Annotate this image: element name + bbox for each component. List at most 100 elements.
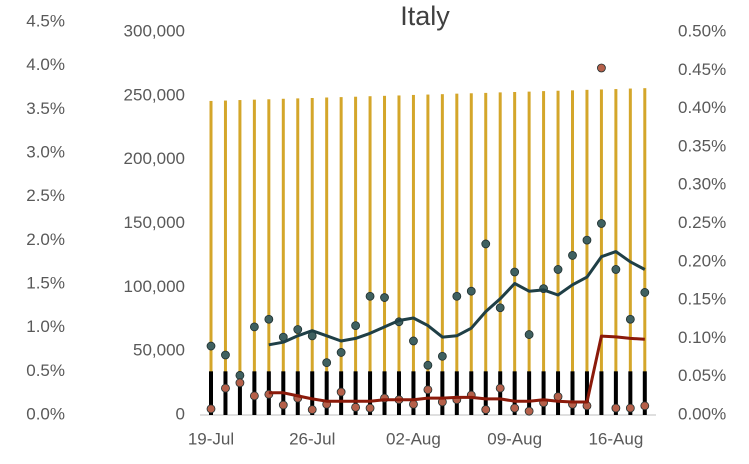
bar: [527, 91, 531, 415]
bar: [512, 371, 517, 415]
dot: [264, 314, 274, 324]
bar: [396, 371, 401, 415]
bar: [295, 371, 300, 415]
line: [268, 250, 646, 347]
y2-tick-label: 0.45%: [678, 60, 726, 79]
y3-tick-label: 2.0%: [26, 230, 65, 249]
y2-tick-label: 0.00%: [678, 404, 726, 423]
y3-tick-label: 3.0%: [26, 142, 65, 161]
dot: [307, 405, 317, 415]
dot: [640, 401, 650, 411]
bar: [643, 88, 647, 415]
x-tick-label: 09-Aug: [487, 429, 542, 448]
bar: [411, 371, 416, 415]
dot: [625, 314, 635, 324]
bar: [368, 371, 373, 415]
dot: [481, 239, 491, 249]
dot: [582, 235, 592, 245]
bar: [440, 94, 444, 415]
chart-title: Italy: [400, 1, 450, 31]
bar: [541, 371, 546, 415]
y3-tick-label: 0.5%: [26, 361, 65, 380]
dot: [423, 385, 433, 395]
bar: [411, 94, 415, 415]
bar: [397, 95, 401, 416]
y2-tick-label: 0.05%: [678, 366, 726, 385]
dot: [206, 404, 216, 414]
dot: [510, 403, 520, 413]
bar: [325, 97, 329, 416]
dot: [495, 303, 505, 313]
y3-tick-label: 1.5%: [26, 273, 65, 292]
y3-tick-label: 3.5%: [26, 99, 65, 118]
dot: [640, 288, 650, 297]
y2-tick-label: 0.10%: [678, 328, 726, 347]
dot: [249, 322, 259, 332]
y-tick-label: 0: [176, 404, 185, 423]
y-tick-label: 150,000: [124, 213, 185, 232]
y3-tick-label: 2.5%: [26, 186, 65, 205]
dot: [510, 267, 520, 277]
bar: [281, 98, 285, 416]
dot: [221, 350, 230, 360]
y2-tick-label: 0.15%: [678, 290, 726, 309]
bar: [584, 371, 589, 415]
dot: [322, 358, 332, 368]
y2-tick-label: 0.20%: [678, 251, 726, 270]
bar: [310, 371, 315, 415]
bar: [556, 90, 560, 415]
bar: [310, 98, 314, 416]
x-tick-label: 19-Jul: [188, 429, 234, 448]
dot: [553, 265, 563, 274]
dot: [437, 351, 447, 361]
x-tick-label: 16-Aug: [588, 429, 643, 448]
y-tick-label: 100,000: [124, 277, 185, 296]
dot: [365, 291, 375, 301]
y2-tick-label: 0.25%: [678, 213, 726, 232]
dot: [466, 286, 476, 296]
bar: [628, 371, 633, 415]
y3-tick-label: 1.0%: [26, 317, 65, 336]
dot: [336, 348, 346, 357]
dot: [625, 403, 635, 413]
bar: [469, 93, 473, 415]
y-tick-label: 200,000: [124, 149, 185, 168]
line: [268, 334, 645, 404]
dot: [235, 371, 245, 380]
y2-tick-label: 0.35%: [678, 136, 726, 155]
dot: [611, 265, 621, 274]
y-tick-label: 300,000: [124, 21, 185, 40]
bar: [353, 371, 358, 415]
bar: [383, 95, 387, 415]
dot: [221, 383, 230, 393]
dot: [409, 336, 418, 346]
bar: [382, 371, 387, 415]
dot: [249, 391, 259, 401]
dot: [597, 63, 606, 73]
y2-tick-label: 0.50%: [678, 21, 726, 40]
dot: [481, 405, 491, 415]
dot: [336, 387, 346, 397]
y2-tick-label: 0.40%: [678, 98, 726, 117]
bar: [527, 371, 532, 415]
bar: [368, 96, 372, 415]
bar: [483, 371, 488, 415]
bar: [628, 88, 632, 415]
y2-tick-label: 0.30%: [678, 175, 726, 194]
y3-tick-label: 4.0%: [26, 55, 65, 74]
dot: [452, 291, 462, 301]
bar: [498, 371, 503, 415]
bar: [599, 371, 604, 415]
dot: [351, 402, 361, 412]
bar: [238, 100, 242, 416]
bar: [252, 99, 256, 415]
bar: [455, 93, 459, 416]
bar: [440, 371, 445, 415]
bar: [585, 89, 589, 415]
bar: [613, 371, 618, 415]
dot: [524, 330, 534, 339]
y3-tick-label: 0.0%: [26, 404, 65, 423]
bar: [339, 97, 343, 416]
dot: [495, 383, 505, 393]
